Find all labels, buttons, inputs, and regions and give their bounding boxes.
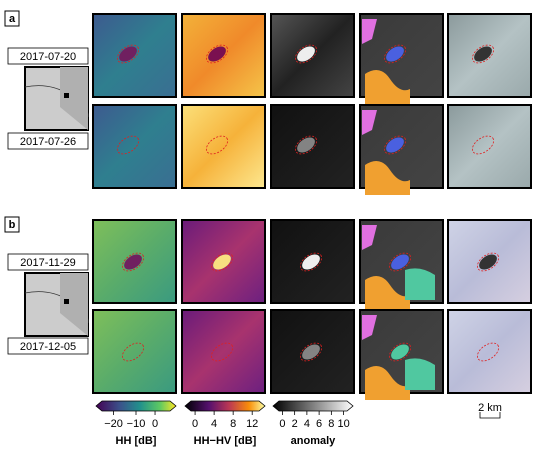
outline <box>121 252 145 272</box>
outline <box>388 252 412 272</box>
outline <box>299 342 323 362</box>
outline <box>471 44 495 64</box>
image-panel <box>92 104 177 189</box>
image-panel <box>92 13 177 98</box>
outline <box>383 44 407 64</box>
colorbar-tick-label: 0 <box>192 418 198 430</box>
colorbar-tick-label: 4 <box>211 418 217 430</box>
date-label: 2017-12-05 <box>20 341 76 353</box>
map-marker <box>64 93 69 98</box>
image-panel <box>181 309 266 394</box>
image-panel <box>447 104 532 189</box>
colorbar-tick-label: 12 <box>246 418 258 430</box>
outline <box>121 342 145 362</box>
colorbar-tick-label: 0 <box>279 418 285 430</box>
date-label: 2017-07-26 <box>20 136 76 148</box>
outline <box>294 135 318 155</box>
date-label: 2017-11-29 <box>20 257 75 269</box>
feature <box>302 344 320 360</box>
colorbar-tick-label: 4 <box>304 418 310 430</box>
image-panel <box>181 104 266 189</box>
map-marker <box>64 299 69 304</box>
feature <box>208 46 226 62</box>
panel-label: b <box>9 219 16 231</box>
outline <box>294 44 318 64</box>
feature <box>391 344 409 360</box>
class-pink <box>362 19 377 44</box>
outline <box>388 342 412 362</box>
outline <box>299 252 323 272</box>
map-land <box>60 273 88 336</box>
feature <box>213 254 231 270</box>
outline <box>210 252 234 272</box>
feature <box>474 46 492 62</box>
feature <box>297 46 315 62</box>
date-box <box>7 337 89 355</box>
colorbar-tick-label: 10 <box>337 418 349 430</box>
feature <box>479 254 497 270</box>
map-land <box>60 67 88 130</box>
outline <box>116 135 140 155</box>
feature <box>119 46 137 62</box>
colorbar-tick-label: 2 <box>292 418 298 430</box>
colorbar <box>272 400 354 412</box>
date-box <box>7 253 89 271</box>
image-panel <box>92 309 177 394</box>
outline <box>476 342 500 362</box>
colorbar-tick-label: 8 <box>328 418 334 430</box>
class-green <box>405 268 435 300</box>
feature <box>297 137 315 153</box>
outline <box>471 135 495 155</box>
colorbar-tick-label: −20 <box>104 418 123 430</box>
class-orange <box>365 161 410 195</box>
feature <box>391 254 409 270</box>
date-box <box>7 47 89 65</box>
colorbar-tick-label: −10 <box>127 418 146 430</box>
feature <box>302 254 320 270</box>
feature <box>386 46 404 62</box>
colorbar-label: anomaly <box>291 435 337 447</box>
date-label: 2017-07-20 <box>20 51 76 63</box>
feature <box>386 137 404 153</box>
class-pink <box>362 225 377 250</box>
colorbar-label: HH−HV [dB] <box>194 435 257 447</box>
image-panel <box>447 309 532 394</box>
outline <box>205 135 229 155</box>
colorbar-tick-label: 6 <box>316 418 322 430</box>
scale-bar <box>479 412 501 419</box>
outline <box>476 252 500 272</box>
panel-label-box <box>4 216 20 233</box>
class-orange <box>365 70 410 104</box>
outline <box>205 44 229 64</box>
colorbar-label: HH [dB] <box>116 435 157 447</box>
panel-label: a <box>9 13 16 25</box>
class-pink <box>362 110 377 135</box>
colorbar <box>184 400 266 412</box>
colorbar-tick-label: 8 <box>230 418 236 430</box>
outline <box>116 44 140 64</box>
colorbar <box>95 400 177 412</box>
date-box <box>7 132 89 150</box>
class-green <box>405 358 435 390</box>
feature <box>124 254 142 270</box>
outline <box>210 342 234 362</box>
scale-bar-label: 2 km <box>478 402 502 414</box>
panel-label-box <box>4 10 20 27</box>
class-orange <box>365 366 410 400</box>
outline <box>383 135 407 155</box>
class-pink <box>362 315 377 340</box>
class-orange <box>365 276 410 310</box>
colorbar-tick-label: 0 <box>152 418 158 430</box>
